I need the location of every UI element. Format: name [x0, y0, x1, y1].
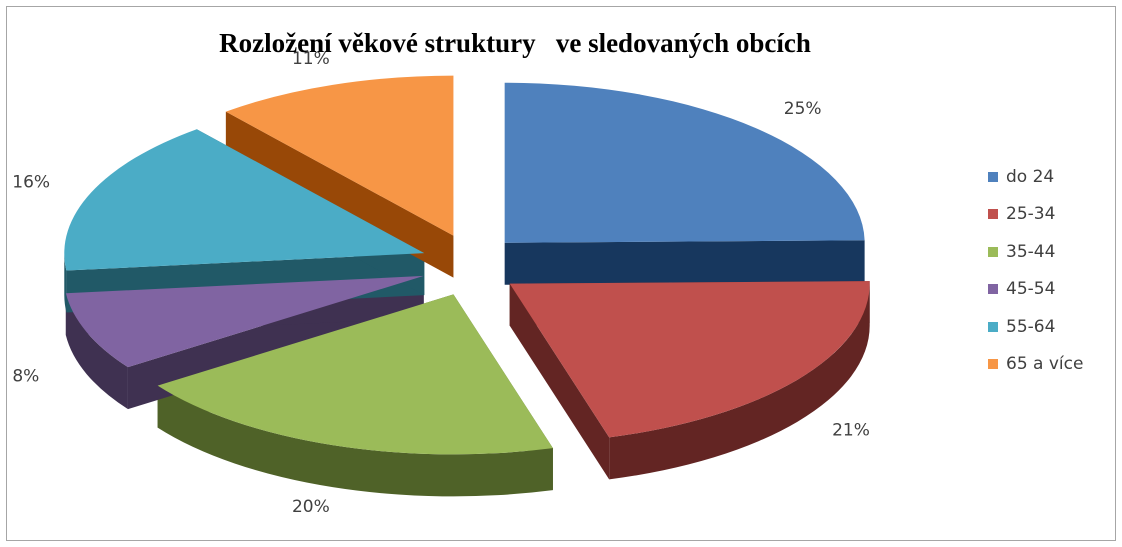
pie-label-layer: 25% 21% 20% 8% 16% 11% [12, 49, 870, 517]
pie-slice-55-64 [64, 129, 425, 271]
legend-label-35-44: 35-44 [1006, 241, 1056, 262]
legend-label-65 a více: 65 a více [1006, 354, 1084, 375]
legend-swatch-do 24 [988, 171, 998, 182]
pie-slice-wall-35-44 [157, 385, 553, 497]
legend-label-do 24: do 24 [1006, 166, 1055, 187]
legend-swatch-65 a více [988, 359, 998, 370]
legend-item-65 a více: 65 a více [988, 346, 1108, 384]
legend-swatch-55-64 [988, 321, 998, 332]
legend-item-25-34: 25-34 [988, 196, 1108, 234]
pie-slice-do 24 [504, 82, 865, 243]
legend-label-45-54: 45-54 [1006, 279, 1056, 300]
data-label-do 24: 25% [784, 99, 822, 119]
pie-slice-side-end-25-34 [509, 283, 610, 480]
pie-slice-side-end-do 24 [504, 240, 865, 285]
legend: do 24 25-34 35-44 45-54 55-64 65 a více [988, 158, 1108, 383]
pie-slice-65 a více [225, 75, 454, 236]
pie-slice-35-44 [157, 294, 553, 455]
data-label-25-34: 21% [832, 421, 870, 441]
legend-swatch-45-54 [988, 284, 998, 295]
pie-slice-wall-25-34 [609, 283, 870, 480]
legend-item-do 24: do 24 [988, 158, 1108, 196]
legend-label-55-64: 55-64 [1006, 316, 1056, 337]
data-label-55-64: 16% [12, 173, 50, 193]
pie-slice-wall-55-64 [64, 253, 67, 313]
pie-slice-45-54 [65, 275, 424, 368]
legend-swatch-25-34 [988, 209, 998, 220]
data-label-35-44: 20% [292, 497, 330, 517]
legend-item-45-54: 45-54 [988, 271, 1108, 309]
pie-slice-25-34 [509, 281, 870, 438]
legend-swatch-35-44 [988, 246, 998, 257]
legend-item-55-64: 55-64 [988, 308, 1108, 346]
legend-label-25-34: 25-34 [1006, 204, 1056, 225]
pie-slice-wall-45-54 [65, 293, 128, 410]
pie-top-layer [64, 75, 870, 455]
data-label-65 a více: 11% [292, 49, 330, 69]
legend-item-35-44: 35-44 [988, 233, 1108, 271]
data-label-45-54: 8% [12, 367, 39, 387]
pie-slice-side-start-65 a více [225, 111, 454, 278]
chart-title: Rozložení věkové struktury ve sledovanýc… [219, 28, 811, 58]
